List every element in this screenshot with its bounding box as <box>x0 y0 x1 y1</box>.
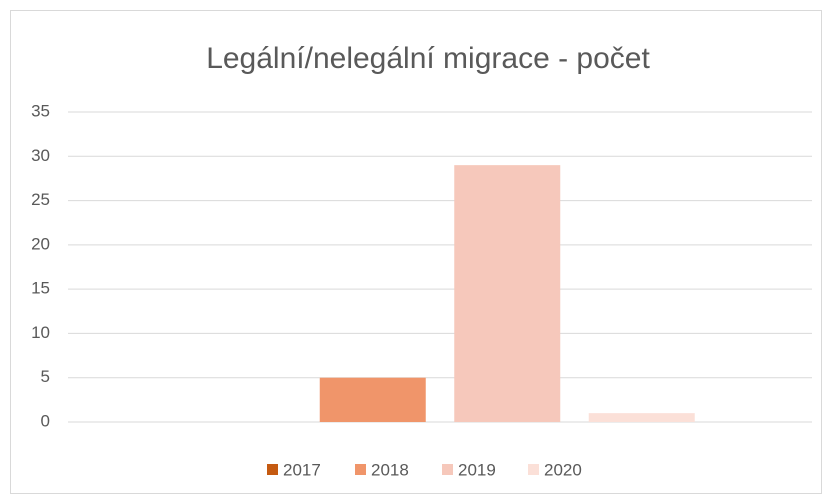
legend-swatch <box>528 464 539 475</box>
y-tick-label: 25 <box>31 190 50 209</box>
chart-title: Legální/nelegální migrace - počet <box>206 42 650 75</box>
y-tick-label: 20 <box>31 234 50 253</box>
legend-label: 2017 <box>283 460 321 479</box>
y-tick-label: 35 <box>31 101 50 120</box>
y-tick-label: 30 <box>31 146 50 165</box>
legend-swatch <box>442 464 453 475</box>
y-tick-label: 5 <box>41 367 50 386</box>
bar <box>319 377 426 422</box>
bar <box>454 165 561 422</box>
legend-label: 2020 <box>544 460 582 479</box>
y-tick-label: 0 <box>41 411 50 430</box>
legend-label: 2018 <box>371 460 409 479</box>
bar <box>588 413 695 422</box>
legend-swatch <box>355 464 366 475</box>
y-tick-label: 10 <box>31 323 50 342</box>
y-tick-label: 15 <box>31 279 50 298</box>
legend-swatch <box>267 464 278 475</box>
legend-label: 2019 <box>458 460 496 479</box>
